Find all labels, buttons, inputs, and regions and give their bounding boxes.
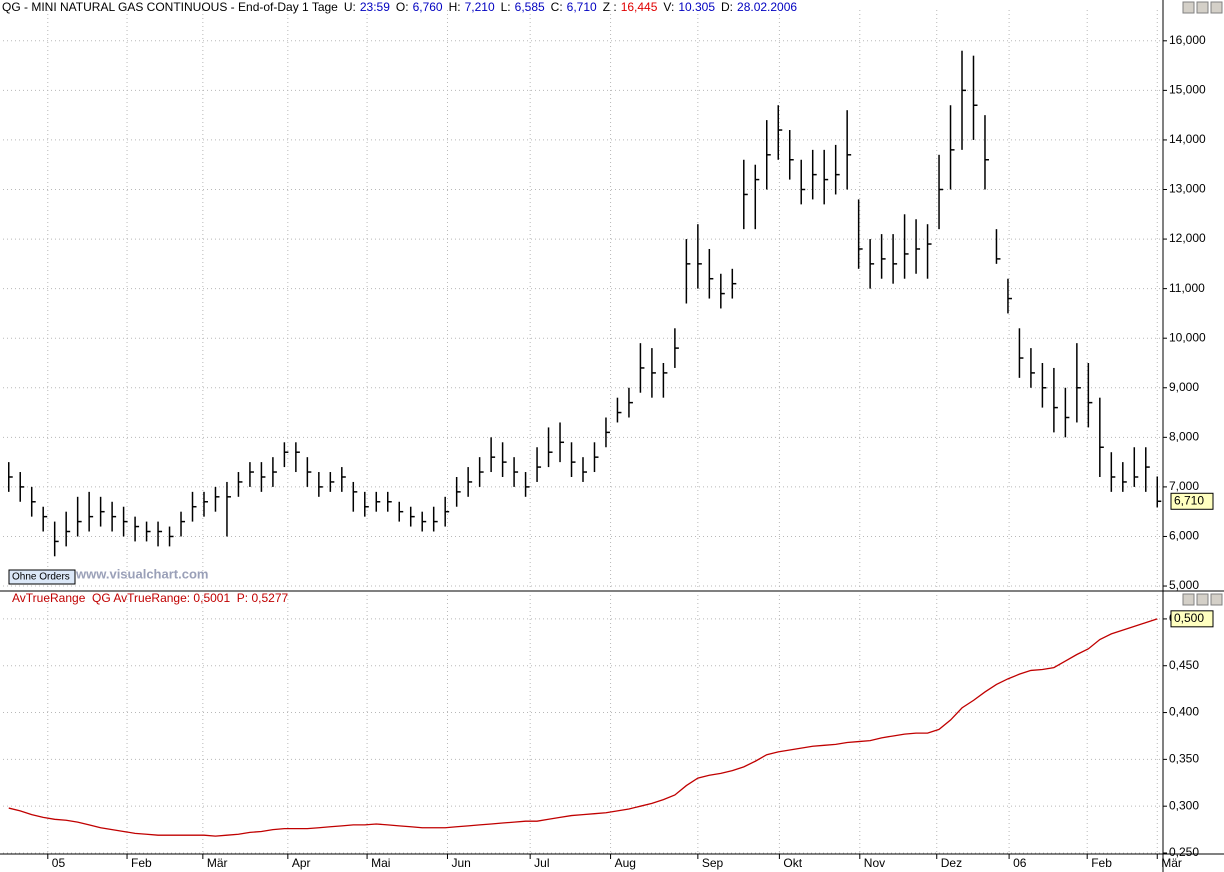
info-label: Z : <box>603 0 617 14</box>
window-controls[interactable] <box>1182 1 1223 606</box>
y-tick-label: 14,000 <box>1169 132 1206 146</box>
x-tick-label: 06 <box>1013 856 1027 870</box>
info-label: C: <box>551 0 563 14</box>
close-button[interactable] <box>1210 1 1223 14</box>
close-button[interactable] <box>1210 593 1223 606</box>
y-tick-label: 5,000 <box>1169 578 1199 592</box>
indicator-title: AvTrueRange QG AvTrueRange: 0,5001 P: 0,… <box>12 591 289 605</box>
x-tick-label: Sep <box>702 856 724 870</box>
y-tick-label: 0,350 <box>1169 752 1199 766</box>
info-value: 7,210 <box>465 0 495 14</box>
info-label: H: <box>449 0 461 14</box>
info-label: D: <box>721 0 733 14</box>
orders-button-label: Ohne Orders <box>12 572 70 583</box>
info-value: 6,585 <box>515 0 545 14</box>
info-value: 28.02.2006 <box>737 0 797 14</box>
last-value-box <box>1170 610 1214 628</box>
x-tick-label: Mai <box>371 856 390 870</box>
info-value: 16,445 <box>621 0 658 14</box>
y-tick-label: 0,300 <box>1169 798 1199 812</box>
x-tick-label: Nov <box>864 856 885 870</box>
minimize-button[interactable] <box>1182 1 1195 14</box>
y-tick-label: 0,450 <box>1169 658 1199 672</box>
maximize-button[interactable] <box>1196 593 1209 606</box>
y-tick-label: 13,000 <box>1169 182 1206 196</box>
info-value: 10.305 <box>678 0 715 14</box>
last-value-label: 0,500 <box>1174 611 1204 625</box>
x-tick-label: Jul <box>534 856 549 870</box>
orders-button[interactable] <box>8 569 76 585</box>
x-tick-label: Apr <box>292 856 311 870</box>
x-tick-label: Jun <box>451 856 470 870</box>
watermark: www.visualchart.com <box>75 566 208 581</box>
y-tick-label: 15,000 <box>1169 83 1206 97</box>
y-tick-label: 9,000 <box>1169 380 1199 394</box>
y-tick-label: 0,250 <box>1169 845 1199 859</box>
chart-header: QG - MINI NATURAL GAS CONTINUOUS - End-o… <box>2 0 797 14</box>
x-tick-label: Mär <box>207 856 228 870</box>
info-label: L: <box>501 0 511 14</box>
y-tick-label: 12,000 <box>1169 231 1206 245</box>
x-tick-label: 05 <box>52 856 66 870</box>
y-tick-label: 8,000 <box>1169 430 1199 444</box>
atr-line <box>8 618 1158 837</box>
y-tick-label: 6,000 <box>1169 529 1199 543</box>
maximize-button[interactable] <box>1196 1 1209 14</box>
y-tick-label: 16,000 <box>1169 33 1206 47</box>
x-tick-label: Aug <box>615 856 636 870</box>
x-tick-label: Dez <box>941 856 962 870</box>
last-value-label: 6,710 <box>1174 493 1204 507</box>
y-tick-label: 7,000 <box>1169 479 1199 493</box>
last-value-box <box>1170 492 1214 510</box>
y-tick-label: 11,000 <box>1169 281 1205 295</box>
x-tick-label: Feb <box>1091 856 1112 870</box>
info-label: O: <box>396 0 409 14</box>
x-tick-label: Mär <box>1161 856 1182 870</box>
info-label: U: <box>344 0 356 14</box>
x-tick-label: Okt <box>783 856 802 870</box>
info-label: V: <box>663 0 674 14</box>
info-value: 6,710 <box>567 0 597 14</box>
info-value: 23:59 <box>360 0 390 14</box>
info-value: 6,760 <box>413 0 443 14</box>
chart-title: QG - MINI NATURAL GAS CONTINUOUS - End-o… <box>2 0 338 14</box>
minimize-button[interactable] <box>1182 593 1195 606</box>
y-tick-label: 0,400 <box>1169 705 1199 719</box>
x-tick-label: Feb <box>131 856 152 870</box>
y-tick-label: 10,000 <box>1169 330 1206 344</box>
